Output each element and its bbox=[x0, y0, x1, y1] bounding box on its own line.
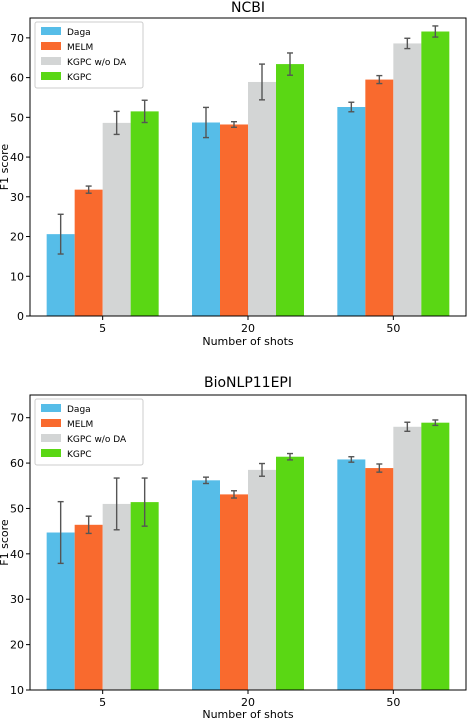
legend-label: Daga bbox=[67, 405, 91, 415]
y-axis-label: F1 score bbox=[0, 144, 11, 191]
x-tick-label: 50 bbox=[386, 322, 400, 335]
x-tick-label: 50 bbox=[386, 696, 400, 709]
bar bbox=[365, 468, 394, 690]
legend-swatch bbox=[41, 404, 61, 412]
x-tick-label: 5 bbox=[99, 696, 106, 709]
legend-swatch bbox=[41, 434, 61, 442]
bar bbox=[276, 456, 304, 690]
y-tick-label: 30 bbox=[10, 191, 24, 204]
x-axis-label: Number of shots bbox=[202, 708, 294, 721]
y-tick-label: 0 bbox=[17, 310, 24, 323]
bar bbox=[102, 122, 131, 316]
bar bbox=[337, 459, 366, 690]
y-tick-label: 70 bbox=[10, 32, 24, 45]
legend-label: Daga bbox=[67, 28, 91, 38]
bar bbox=[393, 426, 422, 690]
legend-box bbox=[34, 398, 144, 466]
legend-label: MELM bbox=[67, 43, 93, 53]
bar bbox=[337, 107, 366, 316]
bar bbox=[421, 31, 450, 316]
y-axis-label: F1 score bbox=[0, 519, 11, 566]
legend-label: KGPC w/o DA bbox=[67, 435, 127, 445]
bar bbox=[248, 469, 276, 690]
chart-title: NCBI bbox=[231, 0, 265, 16]
x-tick-label: 20 bbox=[241, 696, 255, 709]
legend-label: KGPC w/o DA bbox=[67, 58, 127, 68]
bar bbox=[130, 502, 159, 690]
x-tick-label: 5 bbox=[99, 322, 106, 335]
x-tick-label: 20 bbox=[241, 322, 255, 335]
bar bbox=[276, 64, 304, 316]
bar bbox=[192, 122, 220, 317]
bar bbox=[74, 189, 103, 316]
chart-title: BioNLP11EPI bbox=[204, 375, 292, 391]
y-tick-label: 50 bbox=[10, 502, 24, 515]
legend-label: KGPC bbox=[67, 450, 92, 460]
bar bbox=[220, 494, 248, 690]
legend-label: MELM bbox=[67, 420, 93, 430]
legend-swatch bbox=[41, 449, 61, 457]
legend-box bbox=[34, 21, 144, 89]
legend-label: KGPC bbox=[67, 73, 92, 83]
bar bbox=[220, 124, 248, 316]
y-tick-label: 30 bbox=[10, 593, 24, 606]
y-tick-label: 40 bbox=[10, 151, 24, 164]
y-tick-label: 20 bbox=[10, 231, 24, 244]
bar bbox=[130, 111, 159, 316]
bar bbox=[74, 524, 103, 690]
y-tick-label: 10 bbox=[10, 684, 24, 697]
y-tick-label: 40 bbox=[10, 548, 24, 561]
legend-swatch bbox=[41, 57, 61, 65]
chart-panel-1: BioNLP11EPI 10 20 30 40 50 60 70 5 20 50 Number of … bbox=[0, 375, 467, 721]
legend-swatch bbox=[41, 42, 61, 50]
y-tick-label: 70 bbox=[10, 412, 24, 425]
bar bbox=[365, 79, 394, 316]
legend-swatch bbox=[41, 27, 61, 35]
legend-swatch bbox=[41, 419, 61, 427]
y-tick-label: 60 bbox=[10, 72, 24, 85]
chart-panel-0: NCBI 0 10 20 30 40 50 60 70 5 20 50 Number of shots F… bbox=[0, 0, 467, 348]
bar bbox=[421, 422, 450, 690]
y-tick-label: 10 bbox=[10, 270, 24, 283]
y-tick-label: 20 bbox=[10, 639, 24, 652]
x-axis-label: Number of shots bbox=[202, 335, 294, 348]
bar bbox=[102, 503, 131, 690]
y-tick-label: 50 bbox=[10, 111, 24, 124]
bar bbox=[393, 43, 422, 317]
legend-swatch bbox=[41, 72, 61, 80]
bar bbox=[248, 81, 276, 316]
y-tick-label: 60 bbox=[10, 457, 24, 470]
bar bbox=[192, 480, 220, 690]
